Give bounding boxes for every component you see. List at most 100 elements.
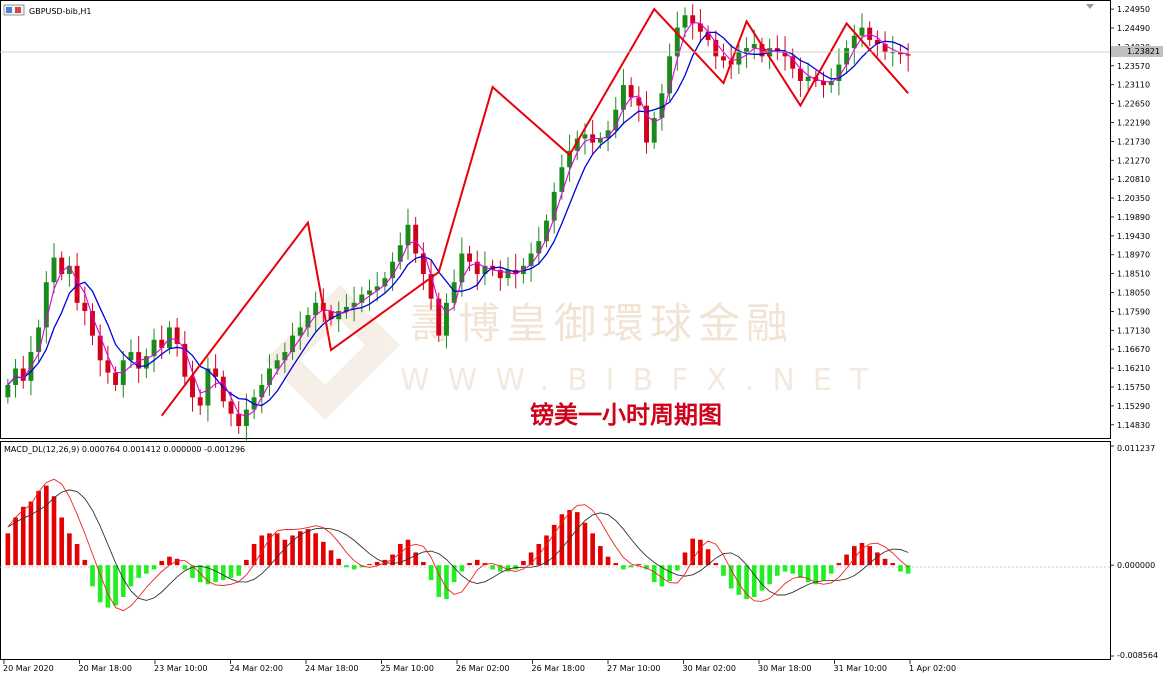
macd-bar bbox=[775, 565, 780, 576]
macd-bar bbox=[120, 565, 126, 597]
macd-bar bbox=[113, 565, 118, 606]
macd-bar bbox=[251, 543, 257, 566]
macd-bar bbox=[705, 549, 711, 566]
macd-bar bbox=[875, 552, 880, 566]
candle-body bbox=[721, 56, 726, 61]
macd-tick-label: -0.008564 bbox=[1117, 651, 1158, 660]
macd-bar bbox=[20, 506, 26, 566]
macd-bar bbox=[36, 490, 41, 566]
candle-body bbox=[567, 150, 573, 168]
macd-bar bbox=[590, 533, 595, 566]
macd-bar bbox=[259, 535, 265, 566]
candle-body bbox=[682, 15, 688, 28]
candle-body bbox=[828, 80, 834, 86]
candle-body bbox=[74, 265, 80, 303]
candle-body bbox=[797, 68, 803, 81]
macd-bar bbox=[490, 565, 495, 570]
time-tick-label: 20 Mar 2020 bbox=[3, 664, 54, 673]
macd-bar bbox=[636, 564, 642, 566]
price-tick-label: 1.21730 bbox=[1117, 137, 1150, 146]
time-tick-label: 25 Mar 10:00 bbox=[381, 664, 434, 673]
candle-body bbox=[305, 315, 311, 328]
candle-body bbox=[528, 253, 534, 266]
candle-body bbox=[667, 56, 673, 94]
candle-body bbox=[505, 269, 511, 279]
macd-bar bbox=[159, 560, 165, 566]
macd-signal-line bbox=[7, 489, 909, 601]
candle-body bbox=[382, 278, 388, 287]
candle-body bbox=[790, 56, 796, 69]
macd-bar bbox=[474, 559, 480, 566]
candle-body bbox=[628, 85, 634, 98]
macd-tick-label: 0.011237 bbox=[1117, 444, 1155, 453]
macd-bar bbox=[213, 565, 218, 583]
candle-body bbox=[197, 397, 203, 406]
macd-bar bbox=[882, 558, 888, 566]
candle-body bbox=[113, 372, 119, 385]
price-tick-label: 1.15750 bbox=[1117, 383, 1150, 392]
candle-body bbox=[844, 48, 850, 65]
symbol-label: GBPUSD-bib,H1 bbox=[29, 7, 92, 16]
macd-bar bbox=[374, 561, 380, 566]
macd-bar bbox=[574, 512, 580, 566]
macd-bar bbox=[167, 556, 172, 566]
macd-bar bbox=[290, 535, 295, 566]
macd-bar bbox=[274, 533, 280, 566]
macd-bar bbox=[551, 524, 557, 566]
price-tick-label: 1.14830 bbox=[1117, 421, 1150, 430]
macd-bar bbox=[828, 565, 834, 574]
price-tick-label: 1.15290 bbox=[1117, 402, 1150, 411]
macd-bar bbox=[582, 522, 588, 566]
chart-shift-icon[interactable] bbox=[1086, 4, 1094, 9]
macd-bar bbox=[674, 565, 680, 571]
macd-bar bbox=[898, 565, 903, 572]
candle-body bbox=[744, 48, 750, 53]
candle-body bbox=[397, 245, 403, 262]
time-tick-label: 31 Mar 10:00 bbox=[834, 664, 887, 673]
candle-body bbox=[90, 311, 95, 336]
candle-body bbox=[736, 52, 742, 65]
macd-bar bbox=[767, 565, 772, 585]
macd-bar bbox=[798, 565, 803, 578]
macd-bar bbox=[336, 558, 342, 566]
macd-title: MACD_DL(12,26,9) 0.000764 0.001412 0.000… bbox=[4, 445, 245, 454]
candle-body bbox=[459, 253, 465, 283]
macd-bar bbox=[713, 563, 719, 566]
macd-bar bbox=[436, 565, 442, 597]
candle-body bbox=[697, 23, 703, 32]
candle-body bbox=[613, 109, 619, 131]
candle-body bbox=[43, 282, 49, 328]
macd-bar bbox=[528, 552, 534, 566]
candle-body bbox=[420, 253, 426, 275]
candle-body bbox=[174, 327, 180, 344]
candle-body bbox=[282, 352, 288, 361]
candle-body bbox=[243, 409, 249, 427]
macd-bar bbox=[244, 559, 249, 566]
macd-bar bbox=[859, 542, 865, 566]
macd-bar bbox=[659, 565, 665, 587]
time-tick-label: 30 Mar 02:00 bbox=[683, 664, 736, 673]
macd-bar bbox=[844, 554, 849, 566]
chart-window-icon[interactable] bbox=[3, 4, 25, 16]
price-tick-label: 1.18050 bbox=[1117, 289, 1150, 298]
candle-body bbox=[890, 52, 896, 54]
macd-bar bbox=[351, 565, 357, 570]
candle-body bbox=[497, 269, 503, 279]
macd-bar bbox=[782, 565, 788, 572]
macd-bar bbox=[44, 485, 49, 566]
macd-bar bbox=[428, 565, 434, 581]
candle-body bbox=[859, 27, 865, 36]
macd-bar bbox=[813, 565, 819, 585]
macd-bar bbox=[51, 496, 57, 566]
macd-bar bbox=[321, 541, 326, 566]
candle-body bbox=[182, 343, 188, 377]
current-price-label: 1.23821 bbox=[1127, 47, 1160, 56]
macd-bar bbox=[151, 565, 157, 570]
candle-body bbox=[620, 85, 626, 110]
candle-body bbox=[467, 253, 473, 262]
macd-bar bbox=[128, 565, 134, 587]
candle-body bbox=[759, 44, 765, 57]
candle-body bbox=[536, 241, 542, 254]
candle-body bbox=[782, 52, 788, 57]
